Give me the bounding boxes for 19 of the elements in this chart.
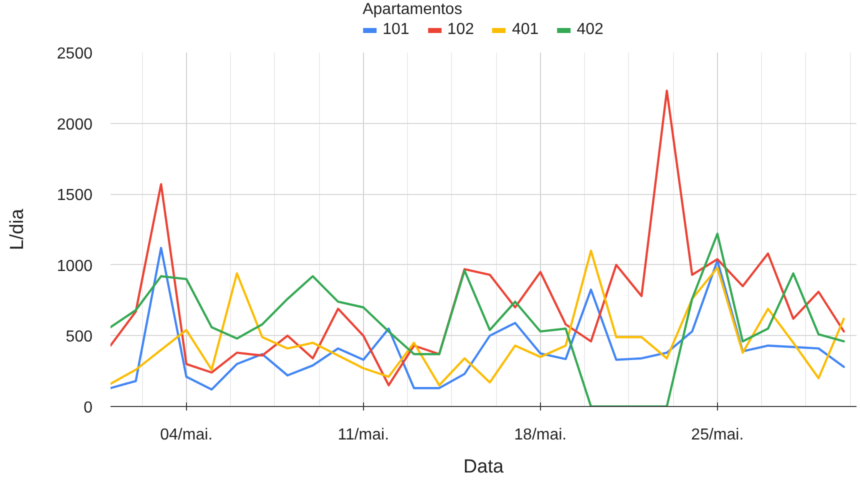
y-tick-label: 1000 <box>56 258 93 275</box>
legend-label: 101 <box>382 21 410 39</box>
x-tick-label: 18/mai. <box>514 426 567 444</box>
y-tick-label: 2500 <box>56 46 93 62</box>
legend-label: 402 <box>576 21 604 39</box>
line-series <box>110 232 845 406</box>
x-tick-label: 25/mai. <box>691 426 744 444</box>
y-axis-title: L/dia <box>6 208 28 250</box>
x-axis-title: Data <box>463 456 504 478</box>
legend-label: 401 <box>512 21 539 39</box>
y-tick-label: 2000 <box>56 116 93 134</box>
legend-label: 102 <box>447 21 474 39</box>
y-tick-label: 500 <box>66 328 93 346</box>
y-tick-label: 0 <box>84 400 93 416</box>
legend-title: Apartamentos <box>362 1 464 19</box>
x-tick-label: 11/mai. <box>338 426 390 444</box>
x-tick-label: 04/mai. <box>160 426 213 444</box>
line-series <box>110 90 845 386</box>
y-tick-label: 1500 <box>56 187 93 204</box>
